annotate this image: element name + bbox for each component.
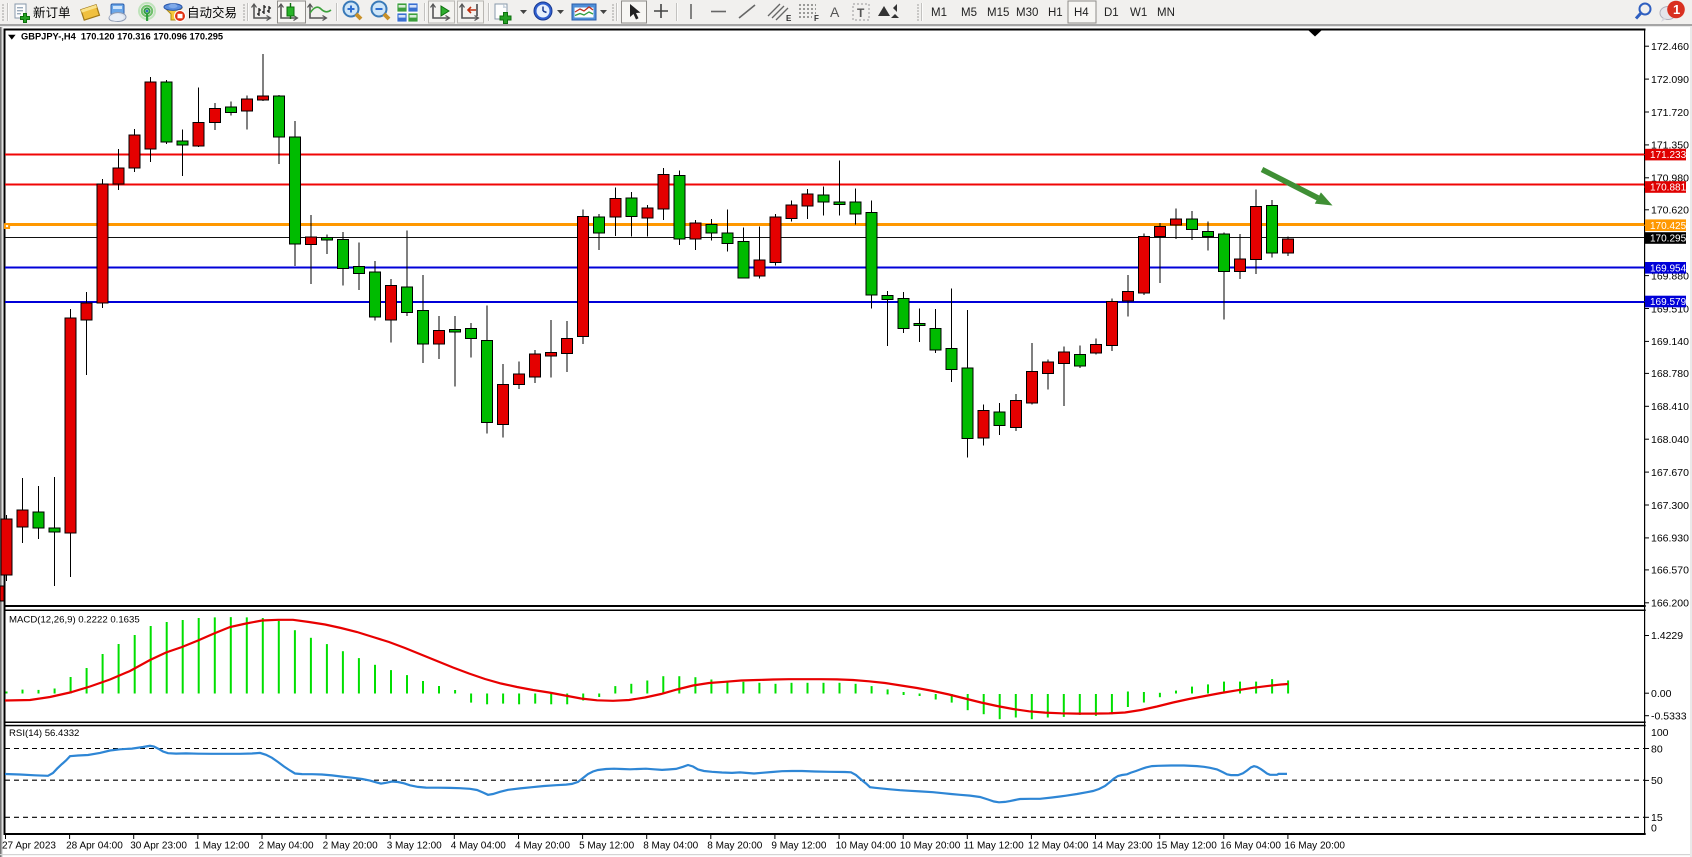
svg-text:169.579: 169.579 — [1650, 297, 1687, 308]
svg-text:MACD(12,26,9) 0.2222 0.1635: MACD(12,26,9) 0.2222 0.1635 — [9, 615, 140, 626]
svg-text:167.670: 167.670 — [1651, 467, 1689, 479]
svg-text:MN: MN — [1157, 7, 1175, 19]
svg-text:H4: H4 — [1074, 7, 1089, 19]
svg-text:T: T — [857, 6, 865, 20]
svg-text:2 May 04:00: 2 May 04:00 — [259, 840, 314, 851]
svg-text:16 May 20:00: 16 May 20:00 — [1284, 840, 1345, 851]
svg-text:168.410: 168.410 — [1651, 401, 1689, 413]
svg-text:1.4229: 1.4229 — [1651, 630, 1683, 642]
svg-text:8 May 04:00: 8 May 04:00 — [643, 840, 698, 851]
svg-text:170.881: 170.881 — [1650, 183, 1687, 194]
svg-text:171.720: 171.720 — [1651, 107, 1689, 119]
svg-text:M1: M1 — [931, 7, 947, 19]
svg-text:0: 0 — [1651, 822, 1657, 834]
svg-text:RSI(14) 56.4332: RSI(14) 56.4332 — [9, 728, 79, 739]
svg-text:15: 15 — [1651, 812, 1663, 824]
svg-text:169.954: 169.954 — [1650, 263, 1687, 274]
svg-text:171.233: 171.233 — [1650, 150, 1687, 161]
svg-text:M30: M30 — [1016, 7, 1038, 19]
svg-text:27 Apr 2023: 27 Apr 2023 — [2, 840, 56, 851]
svg-text:16 May 04:00: 16 May 04:00 — [1220, 840, 1281, 851]
svg-text:171.350: 171.350 — [1651, 140, 1689, 152]
svg-text:10 May 04:00: 10 May 04:00 — [836, 840, 897, 851]
svg-text:2 May 20:00: 2 May 20:00 — [323, 840, 378, 851]
svg-text:170.295: 170.295 — [1650, 234, 1687, 245]
svg-text:4 May 20:00: 4 May 20:00 — [515, 840, 570, 851]
svg-text:11 May 12:00: 11 May 12:00 — [964, 840, 1024, 851]
svg-text:172.460: 172.460 — [1651, 41, 1689, 53]
svg-text:30 Apr 23:00: 30 Apr 23:00 — [130, 840, 187, 851]
svg-text:3 May 12:00: 3 May 12:00 — [387, 840, 442, 851]
svg-text:168.040: 168.040 — [1651, 434, 1689, 446]
svg-text:80: 80 — [1651, 743, 1663, 755]
svg-text:新订单: 新订单 — [33, 5, 71, 20]
svg-text:166.570: 166.570 — [1651, 565, 1689, 577]
svg-text:170.620: 170.620 — [1651, 205, 1689, 217]
svg-text:172.090: 172.090 — [1651, 74, 1689, 86]
svg-text:M5: M5 — [961, 7, 977, 19]
svg-text:169.140: 169.140 — [1651, 336, 1689, 348]
svg-text:4 May 04:00: 4 May 04:00 — [451, 840, 506, 851]
svg-text:GBPJPY-,H4 170.120 170.316 17: GBPJPY-,H4 170.120 170.316 170.096 170.2… — [21, 31, 223, 41]
svg-text:-0.5333: -0.5333 — [1651, 711, 1687, 723]
svg-text:168.780: 168.780 — [1651, 368, 1689, 380]
svg-text:5 May 12:00: 5 May 12:00 — [579, 840, 634, 851]
svg-text:50: 50 — [1651, 775, 1663, 787]
svg-text:1 May 12:00: 1 May 12:00 — [194, 840, 249, 851]
svg-text:167.300: 167.300 — [1651, 500, 1689, 512]
svg-text:28 Apr 04:00: 28 Apr 04:00 — [66, 840, 123, 851]
svg-text:D1: D1 — [1104, 7, 1119, 19]
svg-text:14 May 23:00: 14 May 23:00 — [1092, 840, 1153, 851]
svg-text:W1: W1 — [1130, 7, 1147, 19]
svg-text:E: E — [786, 14, 792, 23]
svg-text:12 May 04:00: 12 May 04:00 — [1028, 840, 1089, 851]
svg-text:0.00: 0.00 — [1651, 688, 1672, 700]
svg-text:8 May 20:00: 8 May 20:00 — [707, 840, 762, 851]
svg-text:M15: M15 — [987, 7, 1009, 19]
svg-text:166.930: 166.930 — [1651, 533, 1689, 545]
svg-text:H1: H1 — [1048, 7, 1063, 19]
svg-text:170.425: 170.425 — [1650, 221, 1687, 232]
svg-text:100: 100 — [1651, 727, 1669, 739]
svg-text:F: F — [814, 14, 819, 23]
svg-text:自动交易: 自动交易 — [187, 5, 237, 20]
svg-text:A: A — [830, 4, 840, 20]
svg-text:10 May 20:00: 10 May 20:00 — [900, 840, 961, 851]
svg-text:1: 1 — [1673, 2, 1680, 17]
svg-text:9 May 12:00: 9 May 12:00 — [771, 840, 826, 851]
svg-text:166.200: 166.200 — [1651, 598, 1689, 610]
svg-text:15 May 12:00: 15 May 12:00 — [1156, 840, 1217, 851]
